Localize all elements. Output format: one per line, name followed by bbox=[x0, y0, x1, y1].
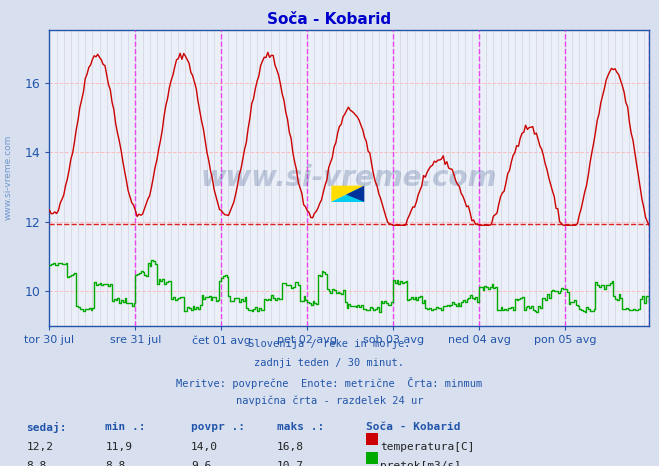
Text: 12,2: 12,2 bbox=[26, 442, 53, 452]
Text: Soča - Kobarid: Soča - Kobarid bbox=[366, 422, 460, 432]
Text: 11,9: 11,9 bbox=[105, 442, 132, 452]
Text: min .:: min .: bbox=[105, 422, 146, 432]
Text: pretok[m3/s]: pretok[m3/s] bbox=[380, 461, 461, 466]
Text: zadnji teden / 30 minut.: zadnji teden / 30 minut. bbox=[254, 358, 405, 368]
Text: 8,8: 8,8 bbox=[105, 461, 126, 466]
Text: 16,8: 16,8 bbox=[277, 442, 304, 452]
Text: www.si-vreme.com: www.si-vreme.com bbox=[3, 134, 13, 220]
Text: maks .:: maks .: bbox=[277, 422, 324, 432]
Text: 8,8: 8,8 bbox=[26, 461, 47, 466]
Text: povpr .:: povpr .: bbox=[191, 422, 245, 432]
Text: Slovenija / reke in morje.: Slovenija / reke in morje. bbox=[248, 339, 411, 349]
Text: 10,7: 10,7 bbox=[277, 461, 304, 466]
Text: www.si-vreme.com: www.si-vreme.com bbox=[201, 164, 498, 192]
Text: Meritve: povprečne  Enote: metrične  Črta: minmum: Meritve: povprečne Enote: metrične Črta:… bbox=[177, 377, 482, 389]
Text: navpična črta - razdelek 24 ur: navpična črta - razdelek 24 ur bbox=[236, 395, 423, 406]
Text: 14,0: 14,0 bbox=[191, 442, 218, 452]
Polygon shape bbox=[346, 185, 364, 202]
Text: sedaj:: sedaj: bbox=[26, 422, 67, 433]
Polygon shape bbox=[331, 185, 364, 202]
Polygon shape bbox=[331, 185, 364, 202]
Text: Soča - Kobarid: Soča - Kobarid bbox=[268, 12, 391, 27]
Text: temperatura[C]: temperatura[C] bbox=[380, 442, 474, 452]
Text: 9,6: 9,6 bbox=[191, 461, 212, 466]
